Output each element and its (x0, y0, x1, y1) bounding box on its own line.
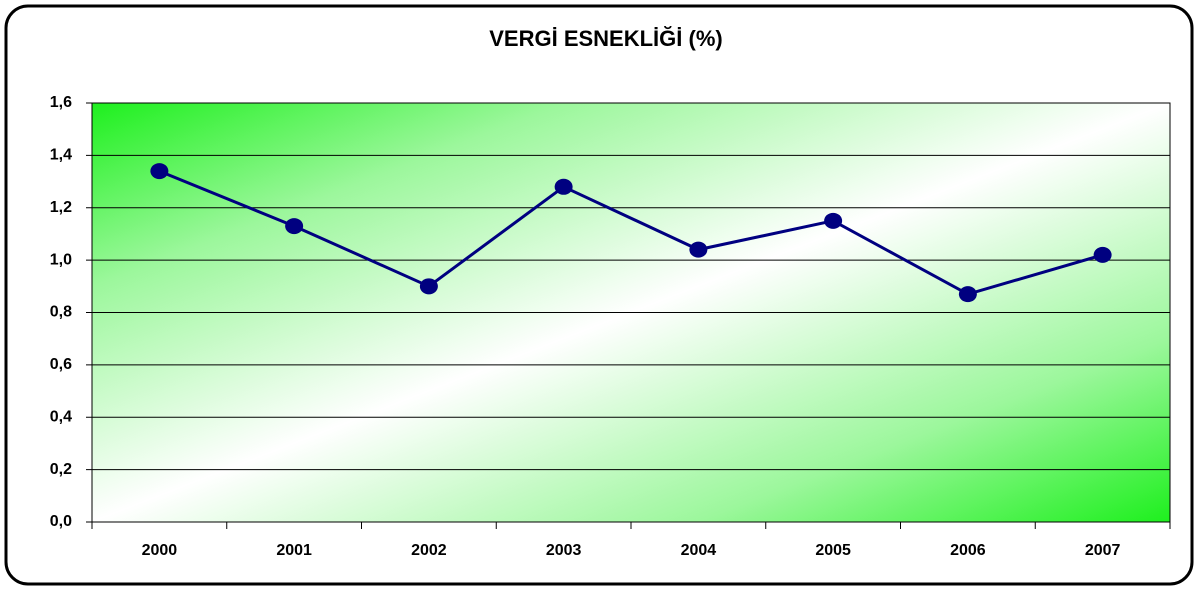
y-tick-label: 1,6 (50, 94, 72, 111)
x-tick-label: 2005 (815, 542, 851, 559)
y-tick-label: 0,4 (50, 408, 72, 425)
data-point (1093, 246, 1112, 263)
x-tick-label: 2000 (142, 542, 178, 559)
data-point (689, 241, 708, 258)
x-tick-label: 2006 (950, 542, 986, 559)
data-point (958, 286, 977, 303)
y-tick-label: 1,0 (50, 251, 72, 268)
data-point (285, 218, 304, 235)
series-line (158, 169, 1104, 296)
x-tick-label: 2003 (546, 542, 582, 559)
x-tick-label: 2001 (276, 542, 312, 559)
data-point (419, 278, 438, 295)
x-tick-label: 2004 (681, 542, 717, 559)
y-tick-label: 0,8 (50, 304, 72, 321)
chart-title: VERGİ ESNEKLİĞİ (%) (489, 26, 722, 51)
data-point (824, 212, 843, 229)
x-tick-label: 2007 (1085, 542, 1121, 559)
x-tick-label: 2002 (411, 542, 447, 559)
data-point (150, 163, 169, 180)
y-tick-label: 1,2 (50, 199, 72, 216)
y-tick-label: 0,0 (50, 513, 72, 530)
y-tick-label: 0,2 (50, 461, 72, 478)
y-tick-label: 1,4 (50, 147, 72, 164)
data-point (554, 178, 573, 195)
y-tick-label: 0,6 (50, 356, 72, 373)
